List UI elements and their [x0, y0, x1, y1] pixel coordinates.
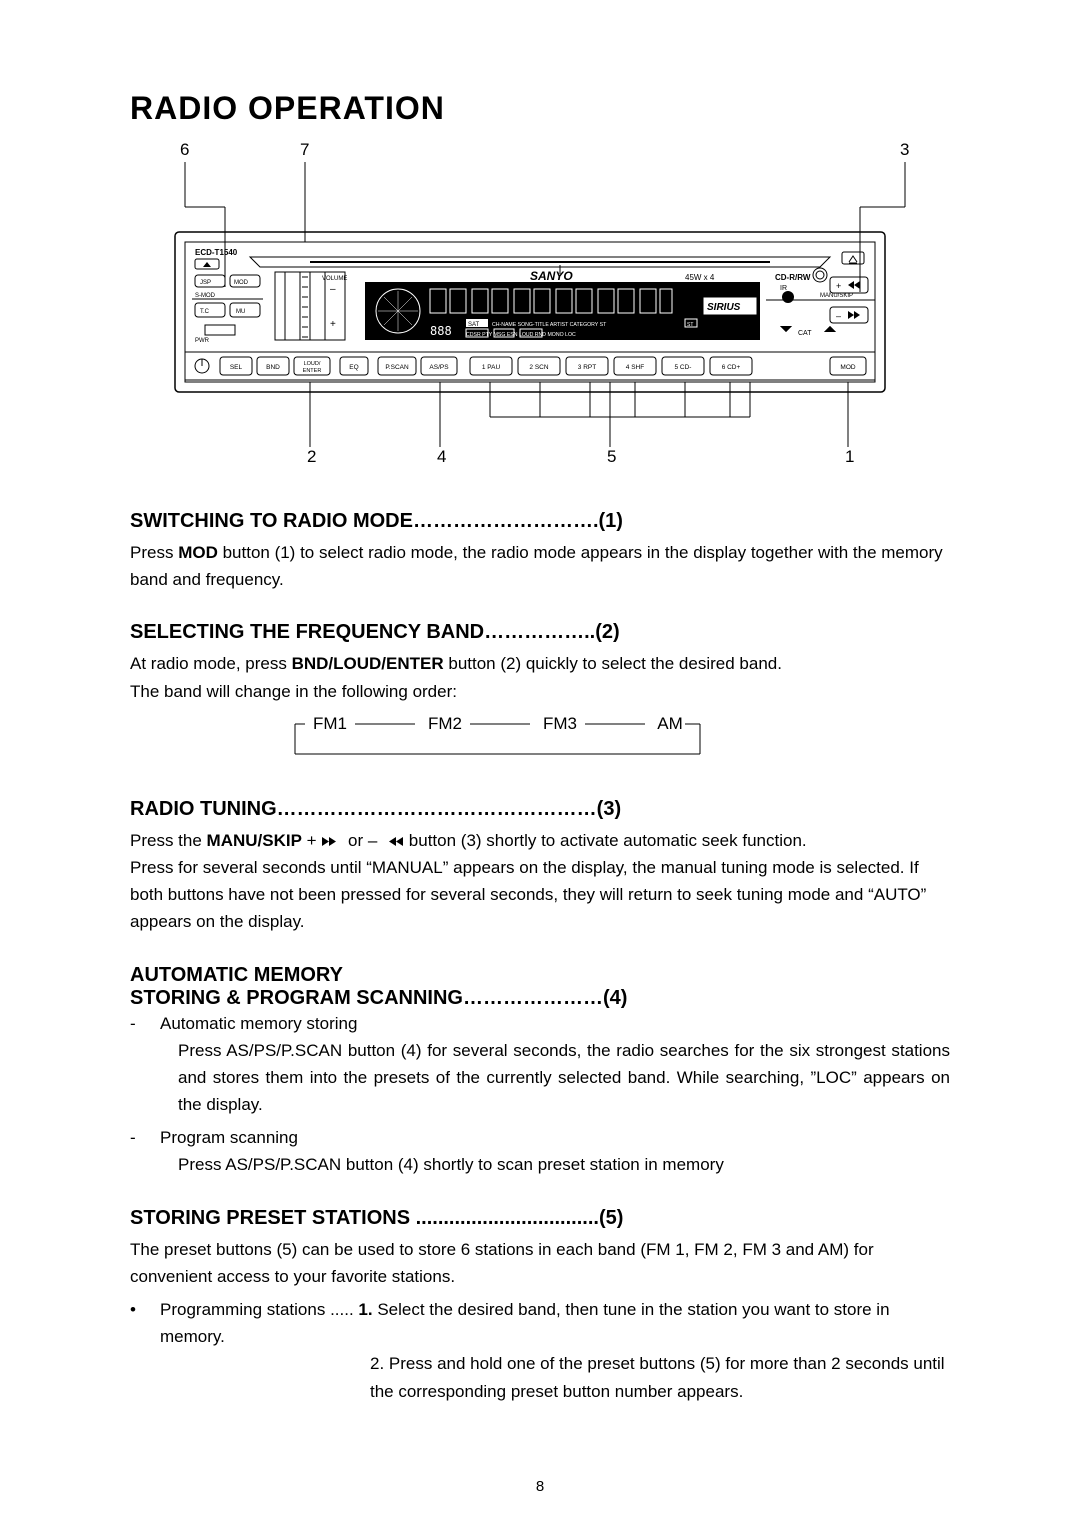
- svg-text:FM2: FM2: [428, 714, 462, 733]
- sec5-step2: 2. Press and hold one of the preset butt…: [130, 1350, 950, 1404]
- svg-text:CAT: CAT: [798, 330, 812, 337]
- sec2-head: SELECTING THE FREQUENCY BAND……………..(2): [130, 621, 950, 644]
- sec5-p1: The preset buttons (5) can be used to st…: [130, 1236, 950, 1290]
- svg-text:6 CD+: 6 CD+: [722, 364, 741, 371]
- svg-text:SANYO: SANYO: [530, 269, 573, 283]
- model-label: ECD-T1540: [195, 248, 238, 257]
- callout-4: 4: [437, 447, 446, 466]
- sec4-head-b: STORING & PROGRAM SCANNING…………………(4): [130, 987, 950, 1010]
- svg-text:+: +: [836, 281, 841, 291]
- svg-text:JSP: JSP: [200, 280, 211, 286]
- callout-5: 5: [607, 447, 616, 466]
- svg-text:CD-R/RW: CD-R/RW: [775, 273, 811, 282]
- callout-7: 7: [300, 140, 309, 159]
- svg-text:FM3: FM3: [543, 714, 577, 733]
- band-cycle: FM1 FM2 FM3 AM: [250, 709, 950, 770]
- callout-6: 6: [180, 140, 189, 159]
- svg-text:SEL: SEL: [230, 364, 243, 371]
- radio-diagram: 6 7 3 ECD-T1540: [130, 137, 950, 482]
- svg-text:PWR: PWR: [195, 338, 210, 344]
- svg-text:–: –: [836, 311, 841, 321]
- svg-text:+: +: [330, 319, 336, 330]
- page: RADIO OPERATION 6 7 3 ECD-T1540: [0, 0, 1080, 1525]
- rew-icon: [382, 836, 404, 847]
- svg-text:SAT: SAT: [468, 322, 480, 328]
- svg-text:3 RPT: 3 RPT: [578, 364, 596, 371]
- ffwd-icon: [321, 836, 343, 847]
- sec5-head: STORING PRESET STATIONS ................…: [130, 1207, 950, 1230]
- svg-text:1 PAU: 1 PAU: [482, 364, 501, 371]
- svg-text:MANU/SKIP: MANU/SKIP: [820, 293, 853, 299]
- svg-text:LOUD/: LOUD/: [304, 361, 321, 367]
- svg-text:EQ: EQ: [349, 364, 358, 371]
- svg-text:–: –: [330, 284, 336, 295]
- svg-text:FM1: FM1: [313, 714, 347, 733]
- sec5-prog: • Programming stations ..... 1. Select t…: [130, 1296, 950, 1350]
- callout-3: 3: [900, 140, 909, 159]
- svg-text:ENTER: ENTER: [303, 368, 322, 374]
- svg-text:P.SCAN: P.SCAN: [385, 364, 409, 371]
- svg-text:T.C: T.C: [200, 309, 210, 315]
- svg-text:4 SHF: 4 SHF: [626, 364, 644, 371]
- diagram-svg: 6 7 3 ECD-T1540: [130, 137, 950, 477]
- sec2-body: At radio mode, press BND/LOUD/ENTER butt…: [130, 650, 950, 704]
- sec3-body: Press the MANU/SKIP + or – button (3) sh…: [130, 827, 950, 936]
- svg-text:IR: IR: [780, 285, 787, 292]
- svg-text:SIRIUS: SIRIUS: [707, 302, 741, 313]
- sec3-head: RADIO TUNING…………………………………………(3): [130, 798, 950, 821]
- page-number: 8: [0, 1478, 1080, 1495]
- callout-2: 2: [307, 447, 316, 466]
- page-title: RADIO OPERATION: [130, 90, 950, 127]
- callout-1: 1: [845, 447, 854, 466]
- svg-text:AM: AM: [657, 714, 683, 733]
- sec4-head-a: AUTOMATIC MEMORY: [130, 964, 950, 987]
- svg-text:MU: MU: [236, 309, 245, 315]
- svg-text:S-MOD: S-MOD: [195, 293, 216, 299]
- sec4-body: - Automatic memory storing Press AS/PS/P…: [130, 1010, 950, 1179]
- sec1-head: SWITCHING TO RADIO MODE……………………….(1): [130, 510, 950, 533]
- svg-text:5 CD-: 5 CD-: [675, 364, 692, 371]
- svg-text:ST: ST: [687, 322, 693, 328]
- svg-text:MOD: MOD: [840, 364, 855, 371]
- sec1-body: Press MOD button (1) to select radio mod…: [130, 539, 950, 593]
- svg-text:45W x 4: 45W x 4: [685, 273, 715, 282]
- svg-text:CH-NAME SONG-TITLE ARTIST C: CH-NAME SONG-TITLE ARTIST CATEGORY ST: [492, 322, 607, 328]
- svg-text:888: 888: [430, 324, 452, 338]
- svg-text:AS/PS: AS/PS: [429, 364, 449, 371]
- svg-text:BND: BND: [266, 364, 280, 371]
- svg-text:MOD: MOD: [234, 280, 249, 286]
- svg-text:VOLUME: VOLUME: [322, 276, 347, 282]
- svg-text:2 SCN: 2 SCN: [529, 364, 548, 371]
